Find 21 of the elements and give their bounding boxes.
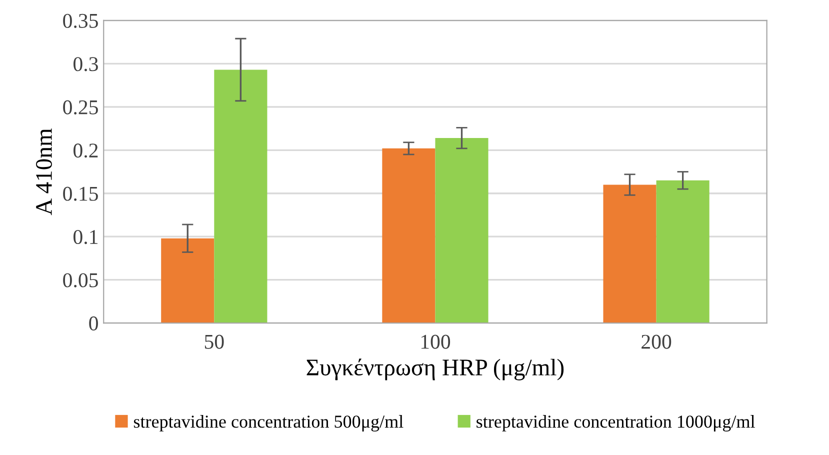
y-tick-label: 0.1 [74,230,98,244]
y-tick-label: 0.25 [63,100,98,114]
legend-label: streptavidine concentration 1000μg/ml [476,415,755,432]
y-tick-label: 0 [89,316,98,330]
y-tick-label: 0.35 [63,14,98,28]
y-tick-label: 0.05 [63,273,98,288]
bar [656,180,710,324]
x-tick-label: 50 [204,334,224,349]
y-tick-label: 0.15 [63,186,98,201]
x-tick-label: 100 [421,334,450,349]
x-tick-label: 200 [642,334,672,349]
bar [435,138,488,324]
y-tick-label: 0.2 [74,144,98,158]
bar [382,148,436,324]
y-tick-label: 0.3 [74,57,98,72]
legend-label: streptavidine concentration 500μg/ml [134,415,404,432]
bar [603,184,656,324]
bar [161,238,214,324]
bar [214,70,268,324]
y-axis-title: A 410nm [36,128,52,216]
x-axis-title: Συγκέντρωση HRP (μg/ml) [306,358,564,380]
